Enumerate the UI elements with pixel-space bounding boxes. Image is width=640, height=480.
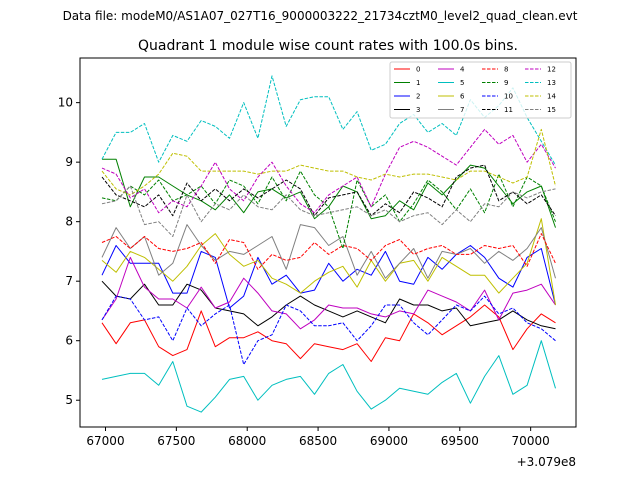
- y-tick-label: 7: [65, 274, 73, 288]
- legend-label-6: 6: [460, 93, 465, 101]
- chart-suptitle: Data file: modeM0/AS1A07_027T16_90000032…: [63, 9, 578, 23]
- series-line-5: [101, 340, 556, 413]
- plot-area-frame: [79, 57, 577, 428]
- y-tick-label: 9: [65, 155, 73, 169]
- x-tick-label: 70000: [512, 434, 550, 448]
- legend-label-5: 5: [460, 79, 464, 87]
- legend-label-4: 4: [460, 66, 465, 74]
- series-line-7: [101, 224, 556, 279]
- x-tick-label: 69000: [370, 434, 408, 448]
- y-tick-label: 5: [65, 393, 73, 407]
- series-line-8: [101, 233, 556, 270]
- series-line-3: [101, 280, 556, 330]
- series-line-11: [101, 164, 556, 217]
- series-line-12: [101, 128, 556, 214]
- x-tick-label: 68500: [299, 434, 337, 448]
- x-tick-label: 68000: [228, 434, 266, 448]
- legend-label-9: 9: [504, 79, 508, 87]
- legend-label-10: 10: [504, 93, 513, 101]
- series-line-10: [101, 295, 556, 365]
- legend-label-1: 1: [416, 79, 420, 87]
- legend-label-8: 8: [504, 66, 508, 74]
- series-line-6: [101, 218, 556, 306]
- series-line-4: [101, 256, 556, 330]
- series-line-14: [101, 128, 556, 196]
- legend-label-11: 11: [504, 106, 513, 114]
- legend-label-3: 3: [416, 106, 420, 114]
- legend-label-7: 7: [460, 106, 464, 114]
- x-tick-label: 67500: [157, 434, 195, 448]
- series-line-9: [101, 170, 556, 249]
- legend-label-0: 0: [416, 66, 420, 74]
- legend-box: [389, 61, 572, 119]
- series-line-1: [102, 158, 556, 228]
- legend-label-14: 14: [547, 93, 556, 101]
- chart-title: Quadrant 1 module wise count rates with …: [138, 38, 518, 54]
- series-line-0: [101, 304, 556, 362]
- legend-label-12: 12: [547, 66, 556, 74]
- series-lines: [101, 75, 556, 413]
- legend-label-15: 15: [547, 106, 556, 114]
- y-tick-label: 10: [58, 96, 73, 110]
- legend-label-13: 13: [547, 79, 556, 87]
- y-tick-label: 6: [65, 334, 73, 348]
- y-tick-label: 8: [65, 215, 73, 229]
- x-tick-label: 69500: [441, 434, 479, 448]
- series-line-15: [101, 185, 556, 237]
- x-axis-offset-label: +3.079e8: [517, 455, 576, 469]
- series-line-2: [101, 245, 556, 309]
- legend-label-2: 2: [416, 93, 420, 101]
- axis-ticks: 67000 67500 68000 68500 69000 69500 70000 5 6 7 8 9…: [58, 96, 550, 448]
- x-tick-label: 67000: [86, 434, 124, 448]
